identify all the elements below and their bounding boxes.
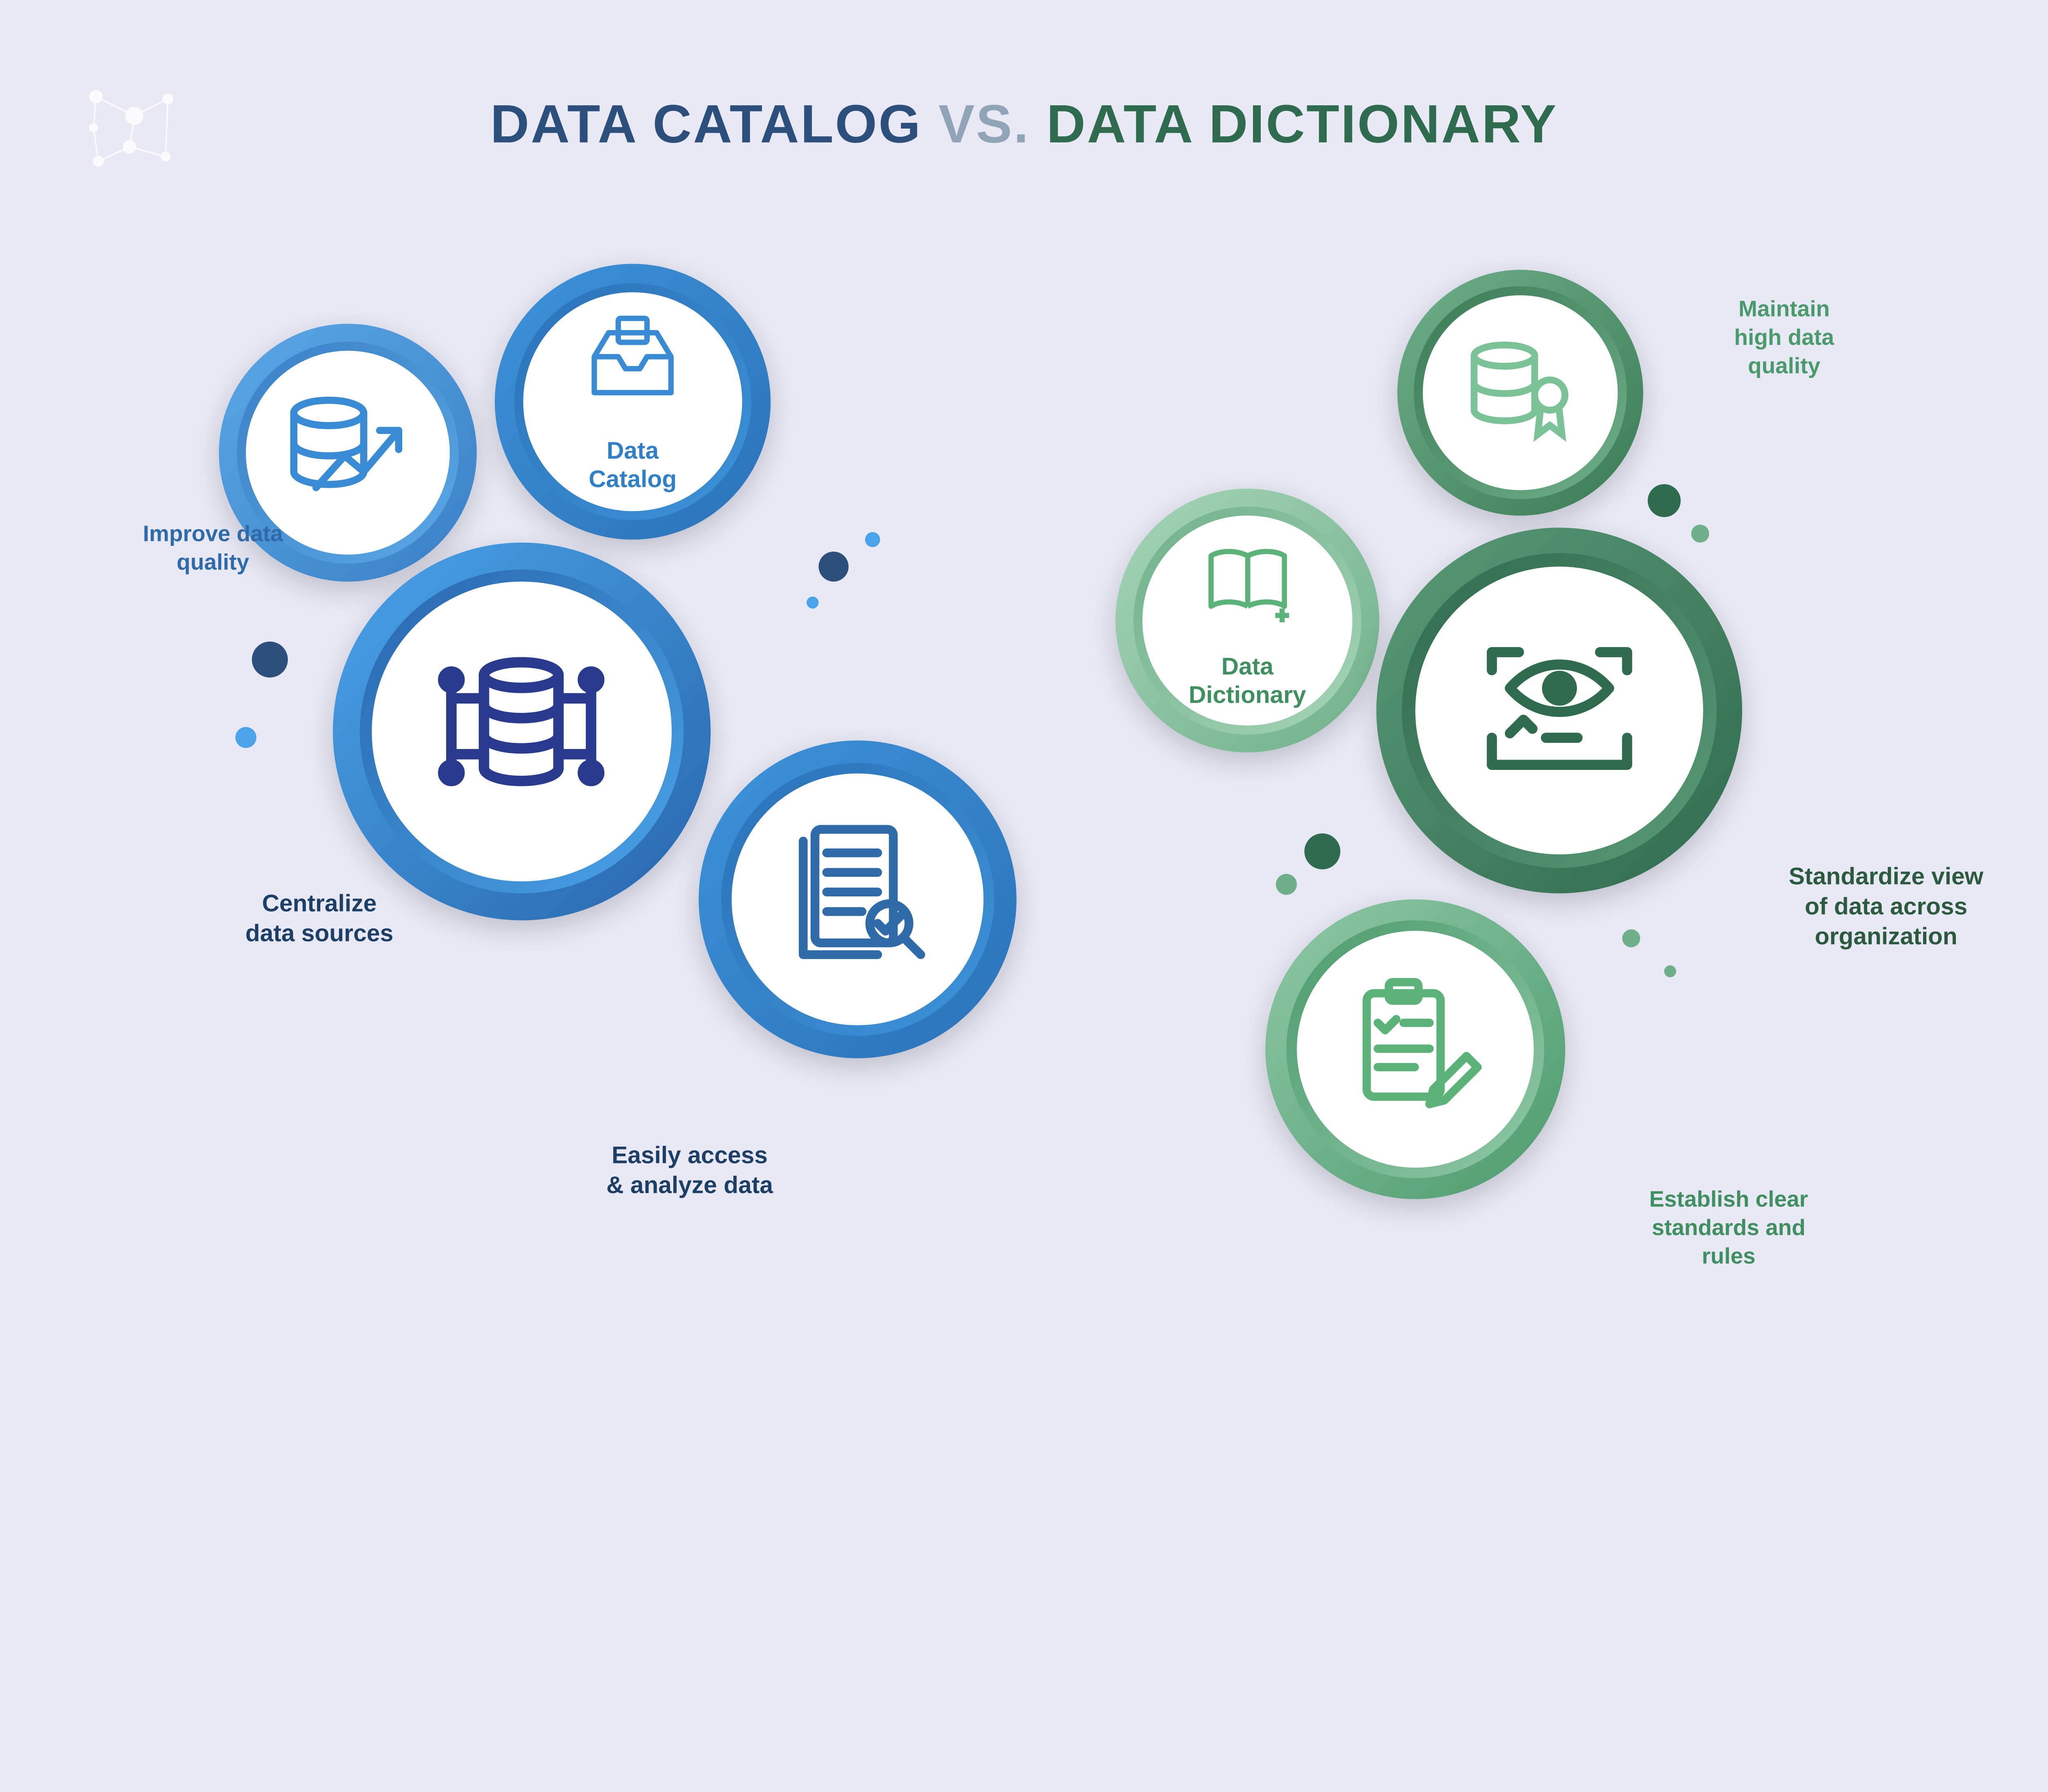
accent-dot [1648, 484, 1681, 517]
accent-dot [807, 597, 818, 609]
bubble-dict-rules [1265, 899, 1565, 1199]
accent-dot [1622, 929, 1640, 947]
accent-dot [1691, 525, 1709, 543]
page-title: DATA CATALOG VS. DATA DICTIONARY [0, 93, 2048, 156]
label-catalog-central: Centralize data sources [192, 890, 447, 950]
accent-dot [252, 642, 288, 678]
label-dict-quality: Maintain high data quality [1679, 297, 1889, 381]
infographic-canvas: DATA CATALOG VS. DATA DICTIONARY Data Ca… [0, 0, 2048, 1351]
label-dict-standardize: Standardize view of data across organiza… [1751, 863, 2021, 953]
label-dict-rules: Establish clear standards and rules [1601, 1187, 1856, 1272]
bubble-label-dict-title: Data Dictionary [1189, 654, 1306, 711]
label-catalog-quality: Improve data quality [108, 522, 318, 578]
bubble-catalog-access [699, 740, 1017, 1058]
title-vs: VS. [938, 93, 1030, 154]
title-left: DATA CATALOG [490, 93, 922, 154]
bubble-catalog-title: Data Catalog [495, 264, 770, 539]
accent-dot [819, 552, 849, 581]
db-nodes-icon [406, 615, 638, 848]
accent-dot [236, 727, 256, 748]
label-catalog-access: Easily access & analyze data [555, 1142, 825, 1202]
title-right: DATA DICTIONARY [1047, 93, 1558, 154]
bubble-dict-standardize [1376, 527, 1742, 893]
doc-search-icon [760, 801, 956, 997]
bubble-dict-title: Data Dictionary [1115, 489, 1379, 752]
preview-eye-icon [1447, 598, 1672, 823]
inbox-icon [573, 308, 693, 428]
db-trend-icon [268, 373, 427, 532]
accent-dot [1276, 874, 1297, 895]
bubble-label-catalog-title: Data Catalog [589, 437, 677, 495]
bubble-dict-quality [1397, 270, 1643, 516]
accent-dot [865, 532, 880, 547]
clipboard-edit-icon [1323, 957, 1508, 1142]
accent-dot [1664, 965, 1676, 977]
db-ribbon-icon [1445, 317, 1596, 468]
bubble-catalog-central [333, 543, 711, 920]
book-plus-icon [1190, 530, 1305, 645]
accent-dot [1304, 833, 1340, 869]
